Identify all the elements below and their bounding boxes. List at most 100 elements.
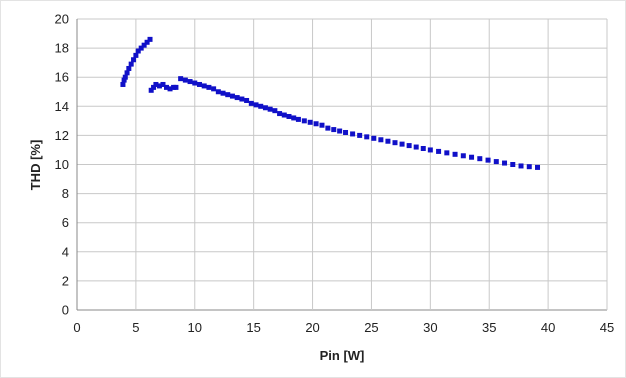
data-point (350, 131, 356, 137)
data-point (153, 81, 159, 87)
data-point (239, 96, 245, 102)
data-point (277, 111, 283, 117)
data-point (133, 52, 139, 58)
data-point (167, 86, 173, 92)
data-point (420, 145, 426, 151)
data-point (178, 76, 184, 82)
y-axis-title: THD [%] (28, 140, 43, 191)
y-tick-label: 4 (62, 244, 69, 259)
x-tick-label: 20 (305, 320, 319, 335)
x-tick-label: 25 (364, 320, 378, 335)
data-point (122, 74, 128, 80)
data-point (357, 132, 363, 138)
data-point (215, 89, 221, 95)
y-tick-label: 6 (62, 215, 69, 230)
data-point (164, 84, 170, 90)
data-point (121, 77, 127, 83)
data-point (206, 84, 212, 90)
data-point (427, 147, 433, 153)
data-point (258, 103, 264, 109)
data-point (485, 157, 491, 163)
x-tick-label: 0 (73, 320, 80, 335)
data-point (124, 70, 130, 76)
data-point (436, 148, 442, 154)
data-point (301, 118, 307, 124)
x-tick-label: 45 (600, 320, 614, 335)
data-point (371, 135, 377, 141)
data-point (413, 144, 419, 150)
data-point (295, 116, 301, 122)
data-point (291, 115, 297, 121)
data-point (364, 134, 370, 140)
data-point (518, 163, 524, 169)
data-point (201, 83, 207, 89)
y-tick-label: 14 (55, 99, 69, 114)
data-point (138, 45, 144, 51)
x-tick-label: 10 (188, 320, 202, 335)
data-point (147, 36, 153, 42)
data-point (469, 154, 475, 160)
data-point (535, 164, 541, 170)
data-point (452, 151, 458, 157)
data-point (337, 128, 343, 134)
y-tick-label: 18 (55, 41, 69, 56)
points-layer (120, 36, 541, 170)
data-point (148, 87, 154, 93)
data-point (192, 80, 198, 86)
data-point (187, 79, 193, 85)
y-tick-label: 8 (62, 186, 69, 201)
data-point (211, 86, 217, 92)
data-point (343, 129, 349, 135)
y-tick-label: 0 (62, 303, 69, 318)
x-tick-label: 30 (423, 320, 437, 335)
data-point (313, 121, 319, 127)
data-point (253, 102, 259, 108)
data-point (131, 57, 137, 63)
data-point (526, 164, 532, 170)
data-point (325, 125, 331, 131)
data-point (126, 65, 132, 71)
data-point (307, 119, 313, 125)
x-tick-label: 5 (132, 320, 139, 335)
y-tick-label: 20 (55, 12, 69, 27)
data-point (229, 93, 235, 99)
data-point (510, 162, 516, 167)
data-point (378, 137, 384, 143)
data-point (220, 90, 226, 96)
data-point (385, 138, 391, 144)
data-point (234, 95, 240, 101)
data-point (460, 153, 466, 159)
y-tick-label: 2 (62, 273, 69, 288)
data-point (196, 81, 202, 87)
data-point (392, 140, 398, 146)
data-point (406, 143, 412, 149)
data-point (182, 77, 188, 83)
data-point (248, 100, 254, 106)
data-point (267, 106, 273, 112)
data-point (477, 156, 483, 162)
y-tick-label: 10 (55, 157, 69, 172)
data-point (502, 160, 508, 166)
data-point (331, 127, 337, 133)
x-tick-label: 35 (482, 320, 496, 335)
data-point (120, 81, 126, 87)
data-point (141, 42, 147, 48)
data-point (286, 113, 292, 119)
y-tick-label: 12 (55, 128, 69, 143)
data-point (160, 81, 166, 87)
data-point (156, 83, 162, 89)
data-point (244, 97, 250, 103)
data-point (173, 84, 179, 90)
data-point (151, 84, 157, 90)
data-point (225, 92, 231, 98)
data-point (319, 122, 325, 128)
data-point (281, 112, 287, 118)
data-point (493, 159, 499, 165)
data-point (399, 141, 405, 147)
data-point (444, 150, 450, 156)
data-point (128, 61, 134, 67)
x-axis-title: Pin [W] (320, 348, 365, 363)
tick-layer: 0 2 4 6 8 10 12 14 16 18 20 0 5 10 15 20 25 30 35 40 45 (55, 12, 615, 336)
data-point (262, 105, 268, 111)
